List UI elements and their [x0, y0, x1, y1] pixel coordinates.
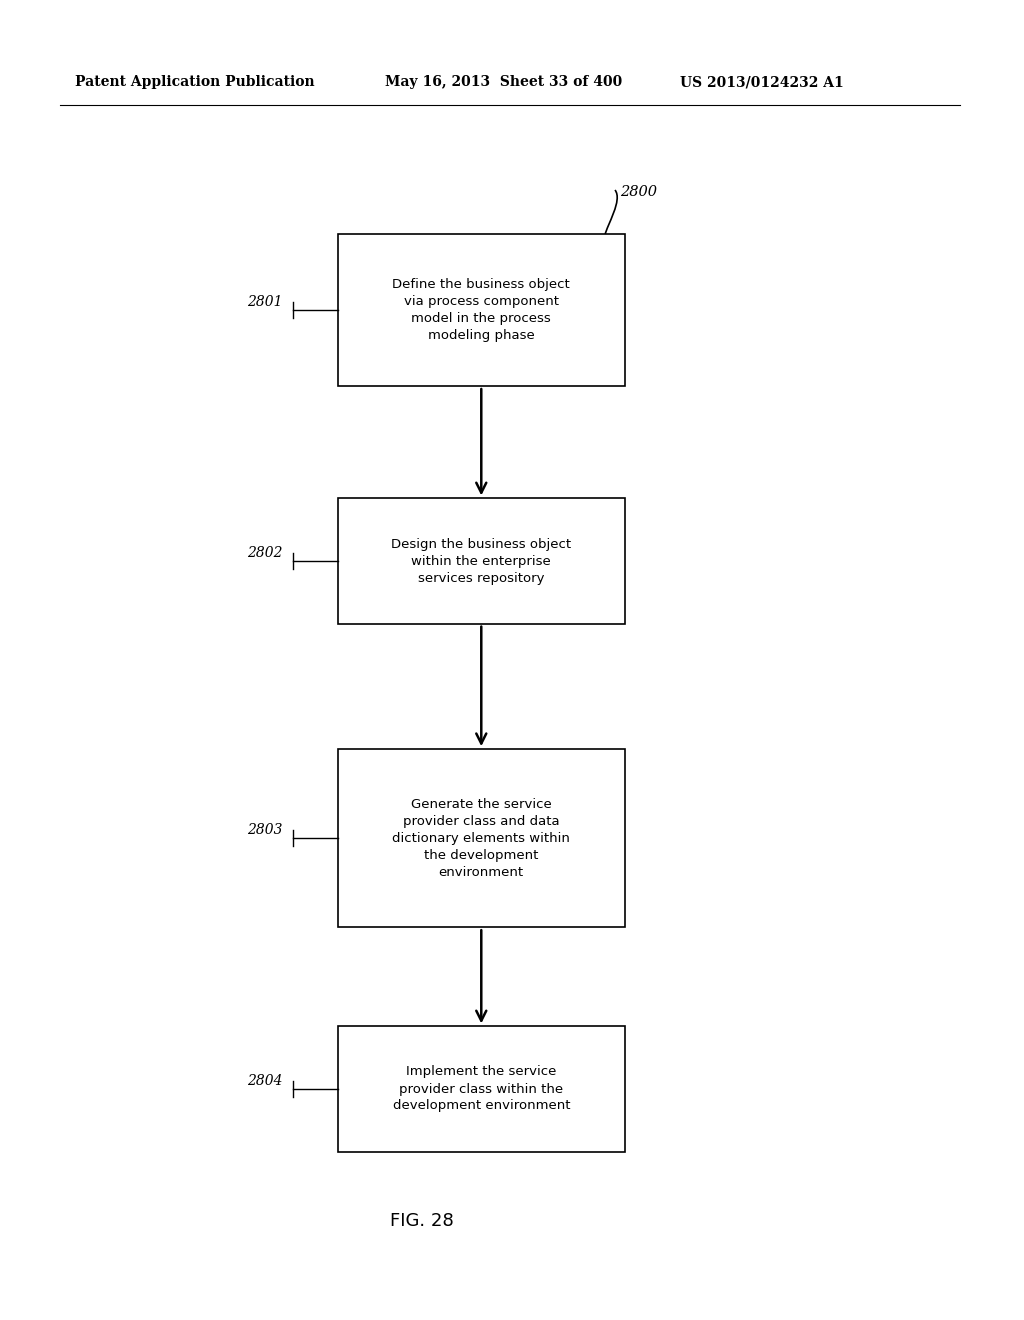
- Text: 2800: 2800: [620, 185, 657, 199]
- Text: US 2013/0124232 A1: US 2013/0124232 A1: [680, 75, 844, 88]
- Text: 2803: 2803: [248, 824, 283, 837]
- Text: May 16, 2013  Sheet 33 of 400: May 16, 2013 Sheet 33 of 400: [385, 75, 623, 88]
- Text: 2802: 2802: [248, 546, 283, 560]
- Bar: [338, 235, 625, 385]
- Text: 2801: 2801: [248, 296, 283, 309]
- Text: Generate the service
provider class and data
dictionary elements within
the deve: Generate the service provider class and …: [392, 797, 570, 879]
- Bar: [338, 499, 625, 624]
- Bar: [338, 1027, 625, 1151]
- Text: FIG. 28: FIG. 28: [390, 1212, 454, 1230]
- Text: 2804: 2804: [248, 1074, 283, 1088]
- Text: Implement the service
provider class within the
development environment: Implement the service provider class wit…: [392, 1065, 570, 1113]
- Text: Define the business object
via process component
model in the process
modeling p: Define the business object via process c…: [392, 279, 570, 342]
- Text: Patent Application Publication: Patent Application Publication: [75, 75, 314, 88]
- Text: Design the business object
within the enterprise
services repository: Design the business object within the en…: [391, 537, 571, 585]
- Bar: [338, 750, 625, 927]
